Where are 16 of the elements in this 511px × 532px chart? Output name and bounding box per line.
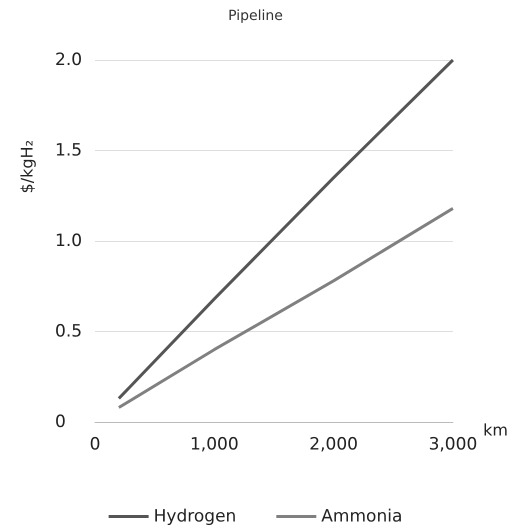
y-tick-label: 2.0 [55,50,82,70]
x-tick-label: 2,000 [309,434,358,454]
x-tick-label: 1,000 [190,434,239,454]
x-tick-label: 3,000 [428,434,478,454]
y-tick-label: 0.5 [55,322,82,342]
line-series [117,206,454,410]
y-tick-label: 1.0 [55,231,82,251]
legend-label: Ammonia [321,506,402,526]
y-axis-title: $/kgH₂ [18,140,36,194]
chart-title: Pipeline [228,8,283,24]
y-tick-label: 0 [55,412,66,432]
x-axis-title: km [483,420,508,440]
legend-label: Hydrogen [154,506,236,526]
x-tick-label: 0 [90,434,100,454]
y-tick-label: 1.5 [55,140,82,160]
line-series [117,58,454,400]
